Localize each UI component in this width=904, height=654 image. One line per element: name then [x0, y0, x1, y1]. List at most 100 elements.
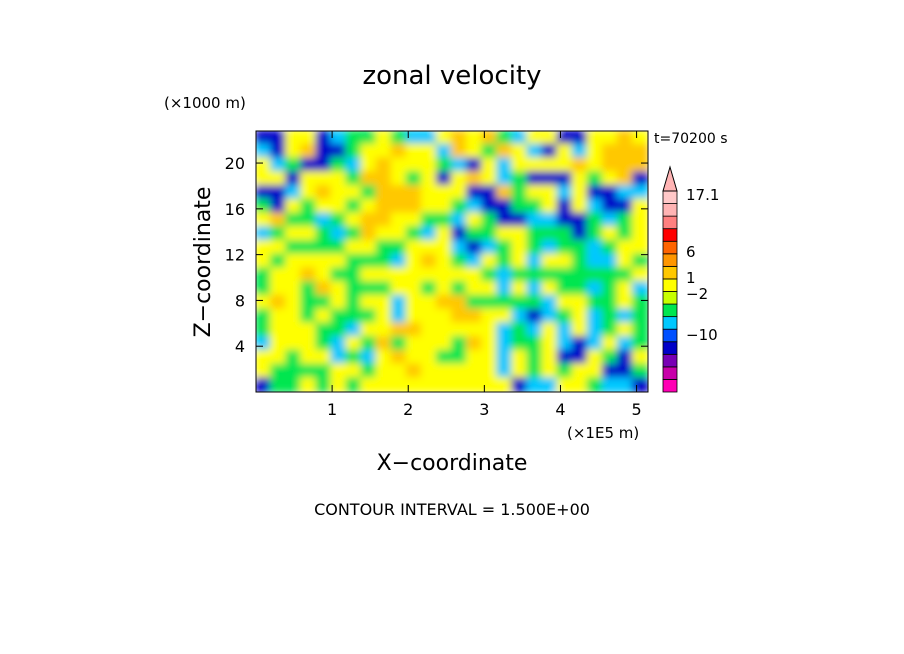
field-cell — [315, 308, 333, 325]
field-cell — [571, 239, 589, 256]
field-cell — [270, 281, 288, 297]
field-cell — [586, 157, 604, 174]
field-cell — [616, 322, 634, 339]
contour-field — [256, 131, 648, 392]
x-tick-label: 3 — [479, 400, 489, 419]
colorbar-segment — [662, 316, 678, 330]
field-cell — [511, 157, 529, 174]
field-cell — [511, 253, 529, 270]
field-cell — [315, 239, 333, 256]
field-cell — [405, 281, 423, 297]
field-cell — [511, 281, 529, 297]
field-cell — [541, 308, 559, 325]
field-cell — [541, 281, 559, 297]
field-cell — [330, 336, 348, 352]
field-cell — [541, 171, 559, 187]
field-cell — [616, 308, 634, 325]
field-cell — [330, 143, 348, 160]
field-cell — [496, 143, 514, 160]
field-cell — [375, 212, 393, 229]
field-cell — [526, 184, 544, 201]
field-cell — [526, 171, 544, 187]
field-cell — [511, 184, 529, 201]
field-cell — [330, 281, 348, 297]
field-cell — [481, 294, 499, 311]
field-cell — [300, 239, 318, 256]
field-cell — [601, 281, 619, 297]
field-cell — [390, 253, 408, 270]
plot-frame — [255, 130, 649, 393]
field-cell — [345, 308, 363, 325]
field-cell — [616, 143, 634, 160]
field-cell — [330, 267, 348, 284]
field-cell — [300, 377, 318, 392]
colorbar-segment — [662, 303, 678, 318]
field-cell — [256, 226, 273, 242]
field-cell — [345, 184, 363, 201]
field-cell — [390, 336, 408, 352]
field-cell — [601, 377, 619, 392]
field-cell — [375, 143, 393, 160]
y-tick-label: 8 — [235, 291, 245, 310]
field-cell — [571, 253, 589, 270]
field-cell — [511, 363, 529, 380]
field-cell — [556, 253, 574, 270]
field-cell — [631, 226, 648, 242]
field-cell — [481, 336, 499, 352]
field-cell — [601, 212, 619, 229]
time-label: t=70200 s — [654, 131, 728, 147]
field-cell — [571, 349, 589, 366]
colorbar-extend-arrow — [662, 165, 678, 192]
field-cell — [435, 184, 453, 201]
field-cell — [285, 143, 303, 160]
field-cell — [556, 171, 574, 187]
field-cell — [556, 308, 574, 325]
field-cell — [285, 131, 303, 146]
field-cell — [481, 184, 499, 201]
field-cell — [556, 349, 574, 366]
field-cell — [586, 239, 604, 256]
field-cell — [345, 322, 363, 339]
field-cell — [631, 349, 648, 366]
field-cell — [256, 349, 273, 366]
field-cell — [496, 336, 514, 352]
field-cell — [571, 267, 589, 284]
field-cell — [601, 349, 619, 366]
field-cell — [481, 198, 499, 215]
field-cell — [496, 267, 514, 284]
x-tick-label: 4 — [555, 400, 565, 419]
field-cell — [330, 239, 348, 256]
field-cell — [405, 212, 423, 229]
field-cell — [601, 131, 619, 146]
field-cell — [616, 377, 634, 392]
field-cell — [375, 171, 393, 187]
field-cell — [270, 212, 288, 229]
field-cell — [601, 226, 619, 242]
field-cell — [496, 198, 514, 215]
field-cell — [330, 363, 348, 380]
field-cell — [526, 336, 544, 352]
colorbar-segment — [662, 215, 678, 230]
field-cell — [451, 184, 469, 201]
colorbar-label: −10 — [686, 326, 718, 344]
field-cell — [256, 281, 273, 297]
colorbar-segment — [662, 253, 678, 267]
field-cell — [285, 239, 303, 256]
field-cell — [601, 198, 619, 215]
field-cell — [330, 322, 348, 339]
field-cell — [541, 239, 559, 256]
field-cell — [285, 308, 303, 325]
field-cell — [390, 363, 408, 380]
field-cell — [496, 349, 514, 366]
field-cell — [571, 143, 589, 160]
field-cell — [511, 377, 529, 392]
chart-title: zonal velocity — [362, 61, 541, 91]
field-cell — [390, 212, 408, 229]
field-cell — [541, 349, 559, 366]
field-cell — [571, 157, 589, 174]
field-cell — [541, 336, 559, 352]
field-cell — [375, 336, 393, 352]
field-cell — [616, 171, 634, 187]
field-cell — [466, 212, 484, 229]
field-cell — [586, 267, 604, 284]
